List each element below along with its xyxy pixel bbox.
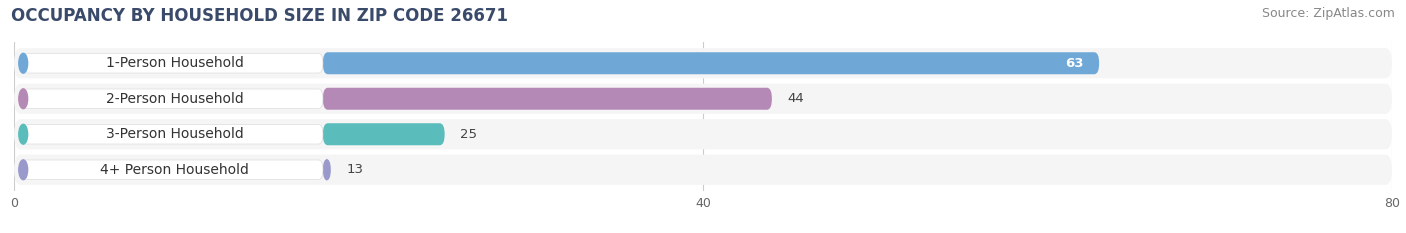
Circle shape: [18, 89, 28, 109]
Text: 63: 63: [1064, 57, 1083, 70]
FancyBboxPatch shape: [22, 89, 323, 109]
Text: 4+ Person Household: 4+ Person Household: [100, 163, 249, 177]
Text: Source: ZipAtlas.com: Source: ZipAtlas.com: [1261, 7, 1395, 20]
FancyBboxPatch shape: [14, 84, 1392, 114]
FancyBboxPatch shape: [323, 88, 772, 110]
FancyBboxPatch shape: [323, 159, 330, 181]
Text: OCCUPANCY BY HOUSEHOLD SIZE IN ZIP CODE 26671: OCCUPANCY BY HOUSEHOLD SIZE IN ZIP CODE …: [11, 7, 508, 25]
FancyBboxPatch shape: [14, 48, 1392, 78]
Text: 25: 25: [461, 128, 478, 141]
Text: 3-Person Household: 3-Person Household: [105, 127, 243, 141]
FancyBboxPatch shape: [14, 119, 1392, 149]
Text: 1-Person Household: 1-Person Household: [105, 56, 243, 70]
FancyBboxPatch shape: [22, 160, 323, 179]
Circle shape: [18, 124, 28, 144]
Text: 13: 13: [347, 163, 364, 176]
Text: 44: 44: [787, 92, 804, 105]
FancyBboxPatch shape: [22, 54, 323, 73]
FancyBboxPatch shape: [14, 155, 1392, 185]
Circle shape: [18, 160, 28, 180]
FancyBboxPatch shape: [323, 52, 1099, 74]
FancyBboxPatch shape: [22, 124, 323, 144]
Circle shape: [18, 53, 28, 73]
FancyBboxPatch shape: [323, 123, 444, 145]
Text: 2-Person Household: 2-Person Household: [105, 92, 243, 106]
